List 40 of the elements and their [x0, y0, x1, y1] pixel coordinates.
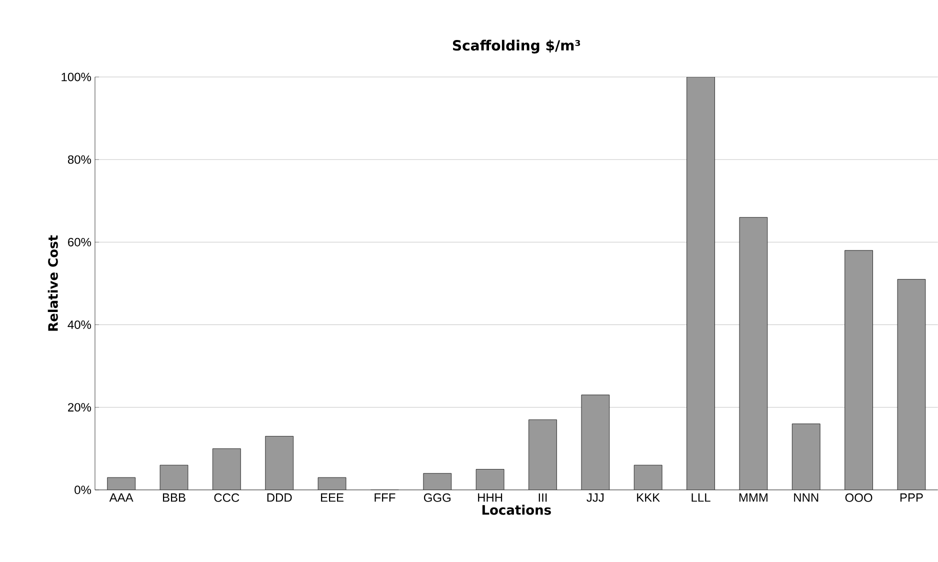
y-tick-label: 0%: [74, 486, 92, 494]
bar: [107, 477, 136, 490]
x-tick-label: FFF: [374, 493, 396, 502]
bar: [423, 473, 452, 490]
y-tick-label: 40%: [68, 320, 92, 330]
x-tick-label: NNN: [794, 493, 818, 502]
chart-title: Scaffolding $/m³: [452, 40, 580, 54]
x-tick-label: CCC: [214, 493, 240, 502]
bar: [897, 279, 926, 490]
bar: [844, 250, 873, 490]
bar: [212, 448, 241, 490]
x-tick-label: III: [538, 493, 547, 502]
x-axis-title: Locations: [482, 504, 551, 515]
x-tick-label: GGG: [424, 493, 450, 502]
bar: [160, 464, 188, 490]
x-tick-label: LLL: [692, 493, 710, 502]
x-tick-label: MMM: [739, 493, 768, 502]
bar: [686, 77, 715, 490]
bar: [581, 394, 610, 490]
y-axis-title: Relative Cost: [48, 235, 58, 331]
x-tick-label: BBB: [162, 493, 186, 502]
x-tick-label: PPP: [900, 493, 923, 502]
bar: [528, 420, 557, 490]
x-tick-label: AAA: [109, 493, 134, 502]
bar: [476, 469, 504, 490]
y-tick-label: 100%: [62, 72, 92, 82]
y-tick-label: 20%: [68, 403, 92, 412]
y-tick-label: 80%: [68, 155, 92, 164]
bar: [265, 436, 294, 490]
x-tick-label: OOO: [845, 493, 872, 502]
bar: [318, 477, 346, 490]
x-tick-label: EEE: [321, 493, 344, 502]
bar: [634, 464, 662, 490]
bar: [792, 424, 820, 490]
bar: [739, 217, 768, 490]
x-tick-label: DDD: [267, 493, 292, 502]
x-tick-label: HHH: [478, 493, 502, 502]
y-tick-label: 60%: [68, 238, 92, 246]
x-tick-label: JJJ: [586, 493, 604, 502]
x-tick-label: KKK: [637, 493, 660, 502]
